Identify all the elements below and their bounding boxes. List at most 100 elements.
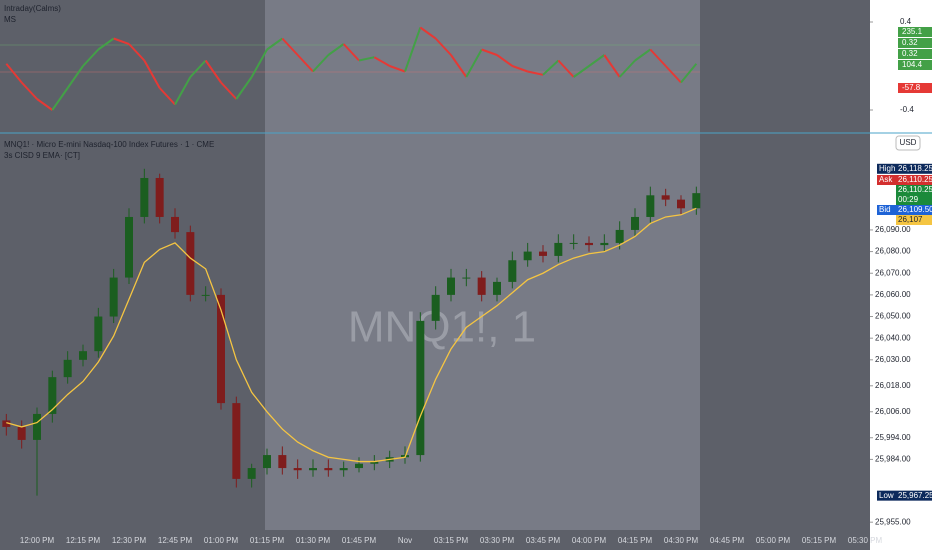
candle-body — [201, 294, 210, 296]
x-tick-label: 01:30 PM — [296, 536, 331, 545]
candle-body — [462, 277, 471, 279]
indicator-segment — [158, 87, 176, 106]
price-tag-label: 25,967.25 — [898, 491, 932, 500]
price-tag-name: High — [879, 164, 895, 173]
indicator-segment — [419, 26, 437, 40]
indicator-segment — [312, 54, 330, 73]
indicator-segment — [358, 56, 375, 62]
indicator-segment — [250, 49, 268, 78]
indicator-segment — [557, 59, 575, 78]
indicator-tick-label: -0.4 — [900, 105, 914, 114]
price-tag-label: 26,109.50 — [898, 205, 932, 214]
currency[interactable]: USD — [900, 138, 917, 147]
candle-body — [646, 195, 655, 217]
candle-body — [477, 277, 486, 295]
indicator-subtitle: MS — [4, 15, 16, 24]
indicator-segment — [220, 81, 238, 100]
x-tick-label: 04:30 PM — [664, 536, 699, 545]
indicator-segment — [680, 63, 698, 84]
indicator-segment — [189, 59, 207, 78]
indicator-segment — [266, 37, 283, 51]
candle-body — [615, 229, 624, 243]
candle-body — [309, 468, 317, 471]
currency-box[interactable] — [895, 135, 921, 151]
x-tick-label: 03:30 PM — [480, 536, 515, 545]
indicator-segment — [527, 70, 544, 76]
x-tick-label: 05:00 PM — [756, 536, 791, 545]
price-tag-name-box — [877, 205, 896, 215]
candle-body — [355, 463, 363, 469]
indicator-segment — [496, 54, 513, 67]
indicator-tag-label: -57.8 — [902, 83, 921, 92]
candle-body — [17, 426, 26, 440]
indicator-segment — [465, 49, 483, 78]
indicator-tag — [898, 60, 932, 70]
candle-body — [186, 232, 195, 295]
candle-body — [155, 177, 164, 217]
indicator-segment — [373, 56, 391, 67]
indicator-segment — [588, 54, 605, 67]
x-tick-label: 12:00 PM — [20, 536, 55, 545]
candle-body — [247, 468, 256, 479]
indicator-segment — [542, 59, 560, 76]
x-tick-label: 04:15 PM — [618, 536, 653, 545]
candle-body — [217, 294, 225, 404]
candle-body — [63, 359, 72, 378]
candle-body — [324, 468, 333, 471]
candle-body — [339, 468, 348, 471]
x-tick-label: 05:30 PM — [848, 536, 883, 545]
candle-body — [79, 351, 87, 360]
price-tag-name: Bid — [879, 205, 891, 214]
candle-body — [677, 199, 685, 209]
candle-body — [585, 242, 593, 246]
y-tick-label: 25,984.00 — [875, 455, 911, 464]
price-tag — [896, 195, 932, 205]
y-tick-label: 26,080.00 — [875, 247, 911, 256]
price-tag-name-box — [877, 163, 896, 174]
indicator-tag — [898, 38, 932, 48]
candle-body — [293, 468, 302, 471]
indicator-segment — [389, 65, 406, 73]
indicator-segment — [51, 87, 69, 111]
x-tick-label: 04:45 PM — [710, 536, 745, 545]
indicator-segment — [97, 37, 115, 51]
indicator-segment — [664, 65, 682, 84]
price-tag-name: Low — [879, 491, 894, 500]
candle-body — [554, 242, 563, 256]
indicator-segment — [296, 54, 314, 73]
x-tick-label: 01:45 PM — [342, 536, 377, 545]
indicator-tag-label: 235.1 — [902, 27, 923, 36]
candle-body — [631, 216, 639, 230]
candle-body — [140, 177, 149, 217]
price-tag — [896, 185, 932, 195]
indicator-segment — [36, 98, 53, 111]
candle-body — [278, 455, 287, 469]
price-tag-name: Ask — [879, 175, 893, 184]
price-tag — [896, 215, 932, 225]
indicator-segment — [342, 43, 360, 62]
candle-body — [569, 242, 578, 244]
candle-body — [493, 281, 501, 295]
indicator-segment — [573, 65, 590, 78]
indicator-segment — [82, 48, 100, 67]
price-tag-label: 26,118.25 — [898, 164, 932, 173]
indicator-tag — [898, 27, 932, 37]
price-tag-name-box — [877, 490, 896, 501]
candle-body — [232, 403, 241, 479]
candle-body — [263, 455, 271, 469]
candle-body — [692, 193, 701, 209]
x-tick-label: 01:15 PM — [250, 536, 285, 545]
x-tick-label: 12:30 PM — [112, 536, 147, 545]
candle-body — [416, 320, 425, 456]
candle-body — [171, 216, 179, 233]
y-tick-label: 26,070.00 — [875, 268, 911, 277]
chart-subtitle: 3s CISD 9 EMA· [CT] — [4, 151, 80, 160]
indicator-tick-label: 0.4 — [900, 17, 912, 26]
indicator-segment — [20, 81, 38, 100]
indicator-segment — [618, 59, 636, 78]
indicator-segment — [634, 48, 651, 62]
indicator-tag-label: 0.32 — [902, 49, 918, 58]
x-tick-label: Nov — [398, 536, 412, 545]
x-tick-label: 05:15 PM — [802, 536, 837, 545]
